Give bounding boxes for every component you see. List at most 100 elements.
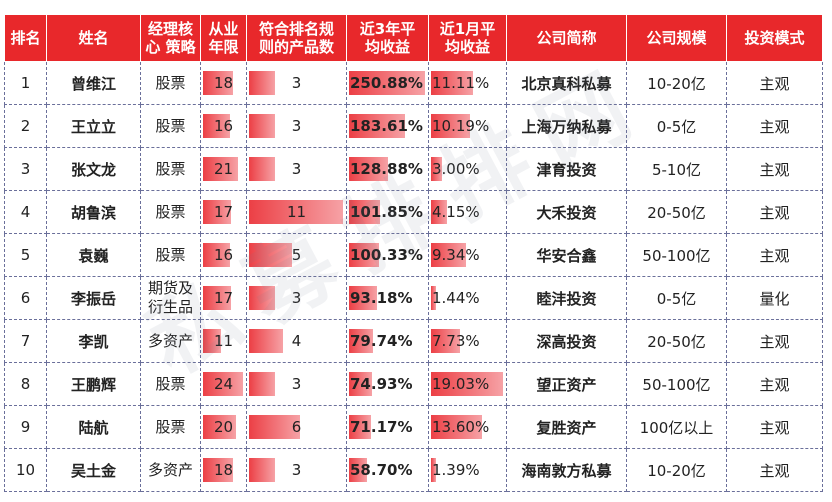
products-cell-value: 3: [291, 160, 302, 178]
return-1m-cell-bar: [431, 243, 466, 267]
company-cell: 望正资产: [506, 362, 627, 406]
return-1m-cell: 7.73%: [428, 319, 507, 363]
years-cell-bar: [203, 286, 231, 310]
return-3y-cell: 100.33%: [346, 233, 429, 277]
return-3y-cell-value: 58.70%: [350, 461, 413, 479]
strategy-cell: 多资产: [140, 448, 201, 492]
return-1m-cell: 19.03%: [428, 362, 507, 406]
scale-cell: 20-50亿: [626, 190, 727, 234]
return-3y-cell: 101.85%: [346, 190, 429, 234]
strategy-cell: 股票: [140, 104, 201, 148]
return-1m-cell-bar: [431, 286, 436, 310]
products-cell: 4: [246, 319, 347, 363]
mode-cell: 量化: [726, 276, 823, 320]
rank-cell: 8: [4, 362, 47, 406]
years-cell-bar: [203, 200, 231, 224]
scale-cell: 100亿以上: [626, 405, 727, 449]
products-cell-value: 4: [291, 332, 302, 350]
company-cell: 上海万纳私募: [506, 104, 627, 148]
table-row: 5 袁巍 股票 16 5 100.33% 9.34% 华安合鑫 50-100亿 主观: [4, 233, 823, 277]
strategy-cell: 期货及 衍生品: [140, 276, 201, 320]
rank-cell: 4: [4, 190, 47, 234]
mode-cell: 主观: [726, 61, 823, 105]
return-1m-cell-value: 10.19%: [432, 117, 490, 135]
years-cell: 16: [200, 233, 247, 277]
years-cell: 24: [200, 362, 247, 406]
return-1m-cell-value: 19.03%: [432, 375, 490, 393]
years-cell-value: 17: [213, 289, 234, 307]
header-mode: 投资模式: [726, 14, 823, 62]
return-1m-cell: 11.11%: [428, 61, 507, 105]
years-cell-value: 16: [213, 117, 234, 135]
return-1m-cell-bar: [431, 114, 470, 138]
products-cell-bar: [249, 286, 275, 310]
products-cell-value: 3: [291, 289, 302, 307]
header-years: 从业 年限: [200, 14, 247, 62]
years-cell: 18: [200, 448, 247, 492]
name-cell: 曾维江: [46, 61, 141, 105]
products-cell: 5: [246, 233, 347, 277]
years-cell-value: 18: [213, 461, 234, 479]
return-3y-cell-bar: [349, 372, 372, 396]
strategy-cell: 股票: [140, 61, 201, 105]
years-cell: 16: [200, 104, 247, 148]
years-cell: 18: [200, 61, 247, 105]
name-cell: 王鹏辉: [46, 362, 141, 406]
header-return-3y: 近3年平 均收益: [346, 14, 429, 62]
years-cell-value: 16: [213, 246, 234, 264]
scale-cell: 0-5亿: [626, 276, 727, 320]
return-3y-cell-bar: [349, 157, 388, 181]
company-cell: 复胜资产: [506, 405, 627, 449]
return-3y-cell: 74.93%: [346, 362, 429, 406]
return-3y-cell-value: 74.93%: [350, 375, 413, 393]
table-row: 6 李振岳 期货及 衍生品 17 3 93.18% 1.44% 睦沣投资 0-5亿 量化: [4, 276, 823, 320]
mode-cell: 主观: [726, 190, 823, 234]
products-cell: 3: [246, 104, 347, 148]
products-cell-bar: [249, 71, 275, 95]
return-3y-cell-value: 183.61%: [350, 117, 423, 135]
return-1m-cell-value: 1.39%: [432, 461, 480, 479]
years-cell-bar: [203, 157, 238, 181]
products-cell: 3: [246, 61, 347, 105]
years-cell-value: 18: [213, 74, 234, 92]
strategy-cell: 股票: [140, 147, 201, 191]
table-header-row: 排名 姓名 经理核 心 策略 从业 年限 符合排名规 则的产品数 近3年平 均收…: [4, 14, 823, 62]
return-3y-cell: 58.70%: [346, 448, 429, 492]
return-3y-cell-value: 79.74%: [350, 332, 413, 350]
return-3y-cell-value: 128.88%: [350, 160, 423, 178]
products-cell: 11: [246, 190, 347, 234]
header-products: 符合排名规 则的产品数: [246, 14, 347, 62]
return-1m-cell-bar: [431, 200, 447, 224]
name-cell: 李振岳: [46, 276, 141, 320]
mode-cell: 主观: [726, 362, 823, 406]
table-row: 9 陆航 股票 20 6 71.17% 13.60% 复胜资产 100亿以上 主观: [4, 405, 823, 449]
name-cell: 李凯: [46, 319, 141, 363]
mode-cell: 主观: [726, 104, 823, 148]
scale-cell: 5-10亿: [626, 147, 727, 191]
table-row: 10 吴土金 多资产 18 3 58.70% 1.39% 海南敦方私募 10-20亿 主观: [4, 448, 823, 492]
return-1m-cell: 3.00%: [428, 147, 507, 191]
products-cell-value: 3: [291, 375, 302, 393]
return-1m-cell-value: 1.44%: [432, 289, 480, 307]
company-cell: 华安合鑫: [506, 233, 627, 277]
rank-cell: 5: [4, 233, 47, 277]
fund-manager-ranking-table: 排名 姓名 经理核 心 策略 从业 年限 符合排名规 则的产品数 近3年平 均收…: [4, 14, 823, 492]
products-cell-bar: [249, 200, 343, 224]
return-3y-cell-bar: [349, 458, 367, 482]
products-cell-value: 6: [291, 418, 302, 436]
name-cell: 张文龙: [46, 147, 141, 191]
years-cell-bar: [203, 71, 233, 95]
products-cell-bar: [249, 114, 275, 138]
return-3y-cell-value: 250.88%: [350, 74, 423, 92]
return-3y-cell: 128.88%: [346, 147, 429, 191]
header-return-1m: 近1月平 均收益: [428, 14, 507, 62]
years-cell-value: 11: [213, 332, 234, 350]
return-3y-cell-bar: [349, 286, 377, 310]
return-3y-cell-bar: [349, 200, 380, 224]
strategy-cell: 多资产: [140, 319, 201, 363]
scale-cell: 50-100亿: [626, 233, 727, 277]
years-cell: 21: [200, 147, 247, 191]
mode-cell: 主观: [726, 233, 823, 277]
years-cell: 17: [200, 276, 247, 320]
